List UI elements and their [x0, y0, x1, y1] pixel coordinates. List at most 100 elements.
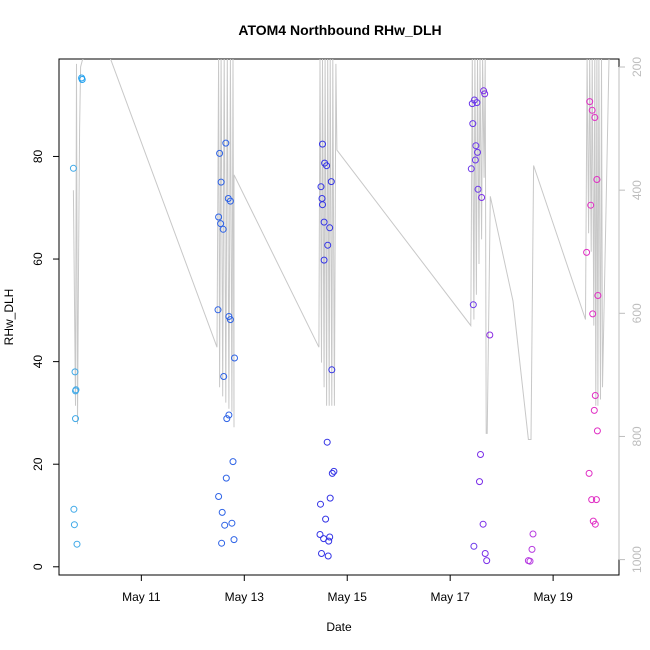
- y-tick-label: 0: [31, 563, 45, 570]
- x-axis-label: Date: [326, 620, 352, 634]
- data-point: [320, 218, 328, 226]
- data-point: [229, 458, 237, 466]
- data-point: [326, 494, 334, 502]
- data-point: [217, 178, 225, 186]
- data-point: [78, 76, 86, 83]
- data-point: [228, 519, 236, 527]
- y-axis: 0 20 40 60 80: [31, 149, 60, 570]
- data-point: [480, 87, 488, 95]
- data-point: [326, 533, 334, 541]
- data-point: [70, 505, 78, 513]
- data-point: [471, 156, 479, 164]
- data-point: [319, 140, 326, 148]
- data-point: [481, 550, 489, 557]
- data-point: [588, 496, 596, 504]
- data-point: [226, 316, 234, 324]
- data-point: [223, 415, 231, 423]
- data-point: [529, 530, 537, 538]
- y2-tick-label: 800: [630, 426, 644, 446]
- data-point: [479, 520, 487, 528]
- data-point: [483, 557, 491, 565]
- y2-tick-label: 600: [630, 303, 644, 323]
- data-point: [317, 183, 325, 191]
- data-point: [317, 500, 324, 508]
- data-point: [323, 438, 331, 446]
- data-point: [477, 451, 484, 458]
- y2-axis: 200 400 600 800 1000: [618, 57, 644, 573]
- rh-series: [69, 74, 602, 565]
- data-point: [486, 331, 494, 339]
- data-point: [473, 99, 481, 107]
- data-point: [585, 469, 593, 477]
- data-point: [325, 537, 333, 545]
- x-tick-label: May 11: [122, 590, 161, 604]
- data-point: [587, 201, 595, 209]
- plot-frame: [58, 58, 620, 576]
- y-tick-label: 60: [31, 252, 45, 266]
- data-point: [591, 520, 599, 528]
- data-point: [218, 508, 226, 516]
- data-point: [588, 106, 596, 114]
- data-point: [218, 539, 226, 547]
- data-point: [591, 392, 599, 399]
- data-point: [583, 248, 591, 256]
- y2-tick-label: 400: [630, 180, 644, 200]
- data-point: [69, 164, 77, 172]
- data-point: [526, 557, 534, 565]
- data-point: [217, 220, 225, 228]
- data-point: [226, 197, 234, 205]
- x-tick-label: May 13: [225, 590, 265, 604]
- data-point: [594, 292, 602, 299]
- data-point: [215, 213, 223, 221]
- data-point: [222, 139, 230, 147]
- data-point: [474, 148, 481, 156]
- plot-area: [58, 58, 620, 576]
- y-axis-label: RHw_DLH: [2, 289, 16, 346]
- data-point: [220, 373, 228, 380]
- data-point: [481, 90, 489, 98]
- data-point: [328, 366, 336, 374]
- data-point: [320, 256, 328, 264]
- data-point: [72, 386, 80, 394]
- data-point: [478, 194, 486, 201]
- data-point: [591, 114, 599, 121]
- data-point: [322, 515, 330, 523]
- data-point: [230, 536, 238, 544]
- data-point: [225, 411, 233, 419]
- pressure-line: [72, 59, 610, 440]
- data-point: [324, 552, 332, 560]
- data-point: [318, 550, 325, 557]
- data-point: [593, 176, 601, 183]
- data-point: [468, 100, 476, 108]
- data-point: [221, 521, 229, 529]
- data-point: [316, 531, 324, 538]
- data-point: [469, 120, 477, 128]
- data-point: [476, 478, 483, 486]
- y-tick-label: 20: [31, 457, 45, 471]
- x-axis: May 11 May 13 May 15 May 17 May 19: [122, 574, 573, 604]
- pressure-series: [72, 59, 610, 440]
- data-point: [70, 521, 78, 529]
- data-point: [216, 149, 224, 157]
- data-point: [326, 224, 334, 232]
- data-point: [592, 496, 600, 504]
- data-point: [231, 354, 238, 362]
- data-point: [222, 474, 230, 482]
- data-point: [73, 540, 81, 548]
- data-point: [593, 427, 601, 435]
- data-point: [71, 368, 79, 376]
- data-point: [215, 493, 223, 500]
- data-point: [328, 469, 336, 477]
- data-point: [586, 98, 594, 106]
- x-tick-label: May 19: [533, 590, 573, 604]
- data-point: [469, 301, 477, 309]
- data-point: [319, 201, 326, 209]
- data-point: [214, 306, 222, 314]
- data-point: [474, 185, 482, 193]
- data-point: [327, 178, 335, 186]
- data-point: [323, 162, 331, 170]
- data-point: [528, 545, 536, 553]
- data-point: [467, 165, 475, 173]
- data-point: [470, 542, 478, 550]
